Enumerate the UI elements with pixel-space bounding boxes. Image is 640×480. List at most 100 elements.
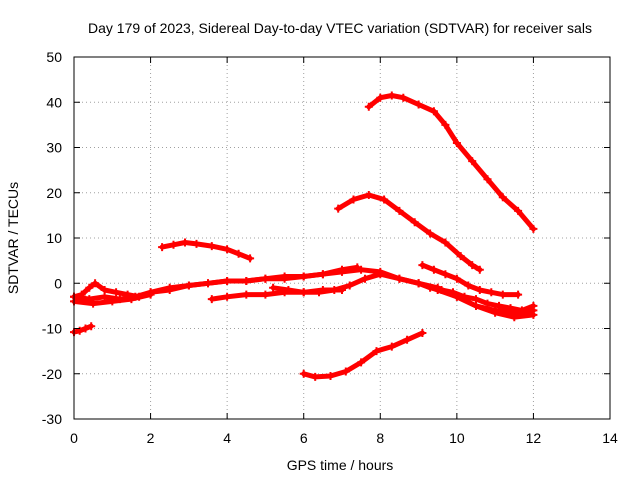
series-point-s11 (441, 270, 450, 279)
series-point-s12 (517, 306, 526, 315)
series-point-s12 (426, 283, 435, 292)
series-point-s7 (280, 272, 289, 281)
y-tick-label: -10 (42, 321, 62, 337)
series-point-s12 (495, 301, 503, 310)
y-tick-labels: -30 -20 -10 0 10 20 30 40 50 (42, 49, 62, 427)
series-point-s11 (514, 290, 523, 299)
series-point-s8 (146, 290, 155, 299)
series-point-s1 (468, 157, 477, 166)
series-line-s10 (270, 271, 536, 320)
series-point-s10 (472, 301, 480, 310)
series-point-s1 (514, 206, 523, 215)
series-point-s7 (184, 281, 193, 290)
series-point-s3 (169, 240, 178, 249)
series-point-s8 (89, 299, 98, 308)
series-point-s9 (223, 292, 232, 301)
series-point-s9 (207, 295, 216, 304)
series-point-s4 (403, 335, 412, 344)
series-point-s4 (311, 372, 320, 381)
series-point-s12 (529, 301, 538, 310)
series-point-s2 (441, 238, 450, 247)
x-tick-label: 4 (223, 430, 231, 446)
series-point-s3 (223, 245, 232, 254)
series-point-s10 (510, 313, 519, 322)
series-point-s12 (472, 295, 480, 304)
series-point-s1 (376, 93, 385, 102)
series-point-s10 (395, 274, 404, 283)
series-point-s6 (85, 283, 94, 292)
series-point-s3 (181, 238, 189, 247)
series-point-s1 (429, 107, 438, 116)
y-tick-label: 30 (46, 140, 62, 156)
series-point-s12 (506, 304, 515, 313)
series-point-s2 (334, 204, 343, 213)
y-tick-label: -30 (42, 411, 62, 427)
series-point-s2 (395, 206, 404, 215)
series-point-s1 (529, 224, 538, 233)
series-point-s9 (242, 290, 251, 299)
series-point-s11 (475, 286, 484, 294)
x-tick-label: 6 (300, 430, 308, 446)
y-tick-label: 20 (46, 185, 62, 201)
series-point-s2 (468, 261, 477, 270)
series-point-s4 (299, 369, 308, 378)
x-tick-labels: 0 2 4 6 8 10 12 14 (70, 430, 618, 446)
series-point-s5 (81, 324, 90, 333)
series-point-s10 (284, 286, 293, 294)
series-point-s10 (269, 283, 278, 292)
series-point-s10 (361, 274, 369, 283)
series-point-s4 (341, 367, 350, 376)
series-point-s10 (376, 270, 385, 279)
series-point-s11 (418, 261, 427, 270)
series-point-s11 (452, 274, 461, 283)
y-tick-label: 50 (46, 49, 62, 65)
series-point-s5 (87, 322, 96, 331)
series-point-s10 (315, 288, 323, 297)
series-point-s1 (399, 93, 408, 102)
series-point-s6 (112, 288, 121, 297)
x-tick-label: 10 (449, 430, 465, 446)
x-tick-label: 2 (147, 430, 155, 446)
series-point-s7 (357, 265, 366, 274)
series-point-s10 (299, 288, 308, 297)
series-point-s1 (441, 120, 450, 129)
series-point-s4 (357, 358, 366, 367)
series-point-s1 (452, 139, 461, 147)
series-point-s10 (330, 286, 339, 294)
series-point-s8 (127, 295, 136, 304)
series-point-s2 (426, 229, 435, 238)
series-point-s2 (410, 218, 419, 227)
series-point-s12 (483, 299, 492, 308)
series-point-s1 (387, 91, 396, 100)
series-point-s11 (487, 288, 496, 297)
x-tick-label: 8 (376, 430, 384, 446)
series-point-s7 (318, 270, 327, 279)
series-point-s8 (108, 297, 117, 306)
series-point-s7 (242, 277, 251, 285)
series-point-s10 (491, 308, 500, 317)
x-tick-label: 14 (602, 430, 618, 446)
series-point-s10 (345, 281, 354, 290)
series-point-s2 (364, 191, 373, 199)
series-point-s7 (165, 286, 174, 294)
x-tick-label: 12 (526, 430, 542, 446)
series-point-s3 (192, 239, 201, 248)
y-axis-label: SDTVAR / TECUs (5, 182, 21, 294)
series-point-s4 (326, 372, 335, 380)
series-point-s12 (414, 279, 423, 288)
series-point-s7 (204, 279, 212, 288)
series-point-s11 (464, 281, 473, 290)
series-point-s6 (100, 286, 109, 294)
series-point-s9 (261, 290, 270, 299)
series-point-s1 (483, 175, 492, 184)
series-point-s3 (207, 242, 216, 251)
series-group (70, 91, 538, 381)
series-point-s3 (246, 254, 255, 263)
series-point-s7 (261, 274, 270, 283)
x-tick-label: 0 (70, 430, 78, 446)
y-tick-label: 0 (54, 275, 62, 291)
series-point-s1 (364, 102, 373, 111)
series-point-s2 (349, 195, 358, 204)
